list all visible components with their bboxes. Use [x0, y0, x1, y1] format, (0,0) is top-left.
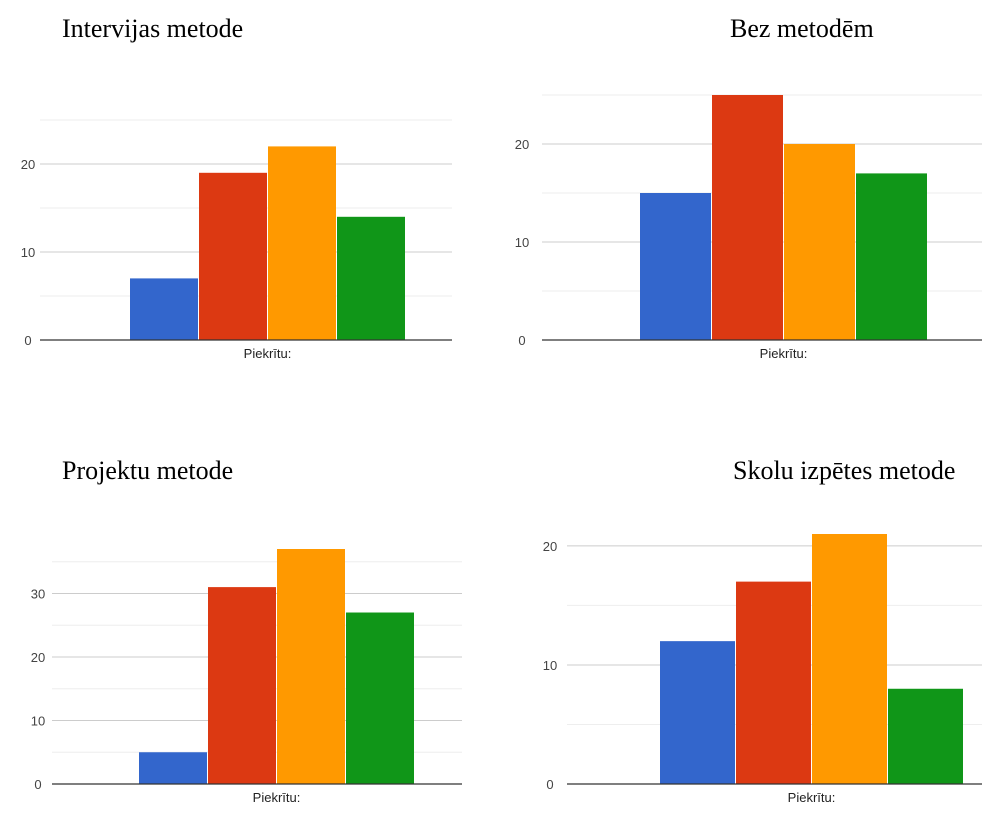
y-tick-label: 0 [518, 333, 525, 348]
x-category-label: Piekrītu: [788, 790, 836, 805]
y-tick-label: 20 [21, 157, 35, 172]
bar-series-4 [337, 216, 405, 340]
y-tick-label: 0 [546, 777, 553, 792]
bar-series-1 [660, 641, 735, 784]
y-tick-label: 30 [31, 586, 45, 601]
bar-series-3 [277, 549, 345, 784]
bar-series-3 [268, 146, 336, 340]
x-category-label: Piekrītu: [760, 346, 808, 361]
bar-series-4 [888, 688, 963, 784]
bar-series-3 [812, 534, 887, 784]
bar-series-1 [130, 278, 198, 340]
y-tick-label: 10 [31, 713, 45, 728]
bar-series-3 [784, 144, 855, 340]
y-tick-label: 0 [34, 777, 41, 792]
bar-series-4 [346, 612, 414, 784]
y-tick-label: 20 [543, 539, 557, 554]
y-tick-label: 20 [31, 650, 45, 665]
y-tick-label: 10 [21, 245, 35, 260]
bar-series-2 [712, 95, 783, 340]
bar-series-1 [139, 752, 207, 784]
chart-title-intervijas: Intervijas metode [62, 14, 244, 43]
bar-series-4 [856, 173, 927, 340]
x-category-label: Piekrītu: [244, 346, 292, 361]
chart-title-projektu: Projektu metode [62, 456, 234, 485]
y-tick-label: 10 [515, 235, 529, 250]
y-tick-label: 20 [515, 137, 529, 152]
chart-title-bez-metodem: Bez metodēm [730, 14, 874, 43]
bar-series-2 [736, 581, 811, 784]
bar-series-1 [640, 193, 711, 340]
bar-series-2 [199, 172, 267, 340]
y-tick-label: 10 [543, 658, 557, 673]
bar-series-2 [208, 587, 276, 784]
x-category-label: Piekrītu: [253, 790, 301, 805]
chart-title-skolu-izpetes: Skolu izpētes metode [733, 456, 956, 485]
y-tick-label: 0 [24, 333, 31, 348]
